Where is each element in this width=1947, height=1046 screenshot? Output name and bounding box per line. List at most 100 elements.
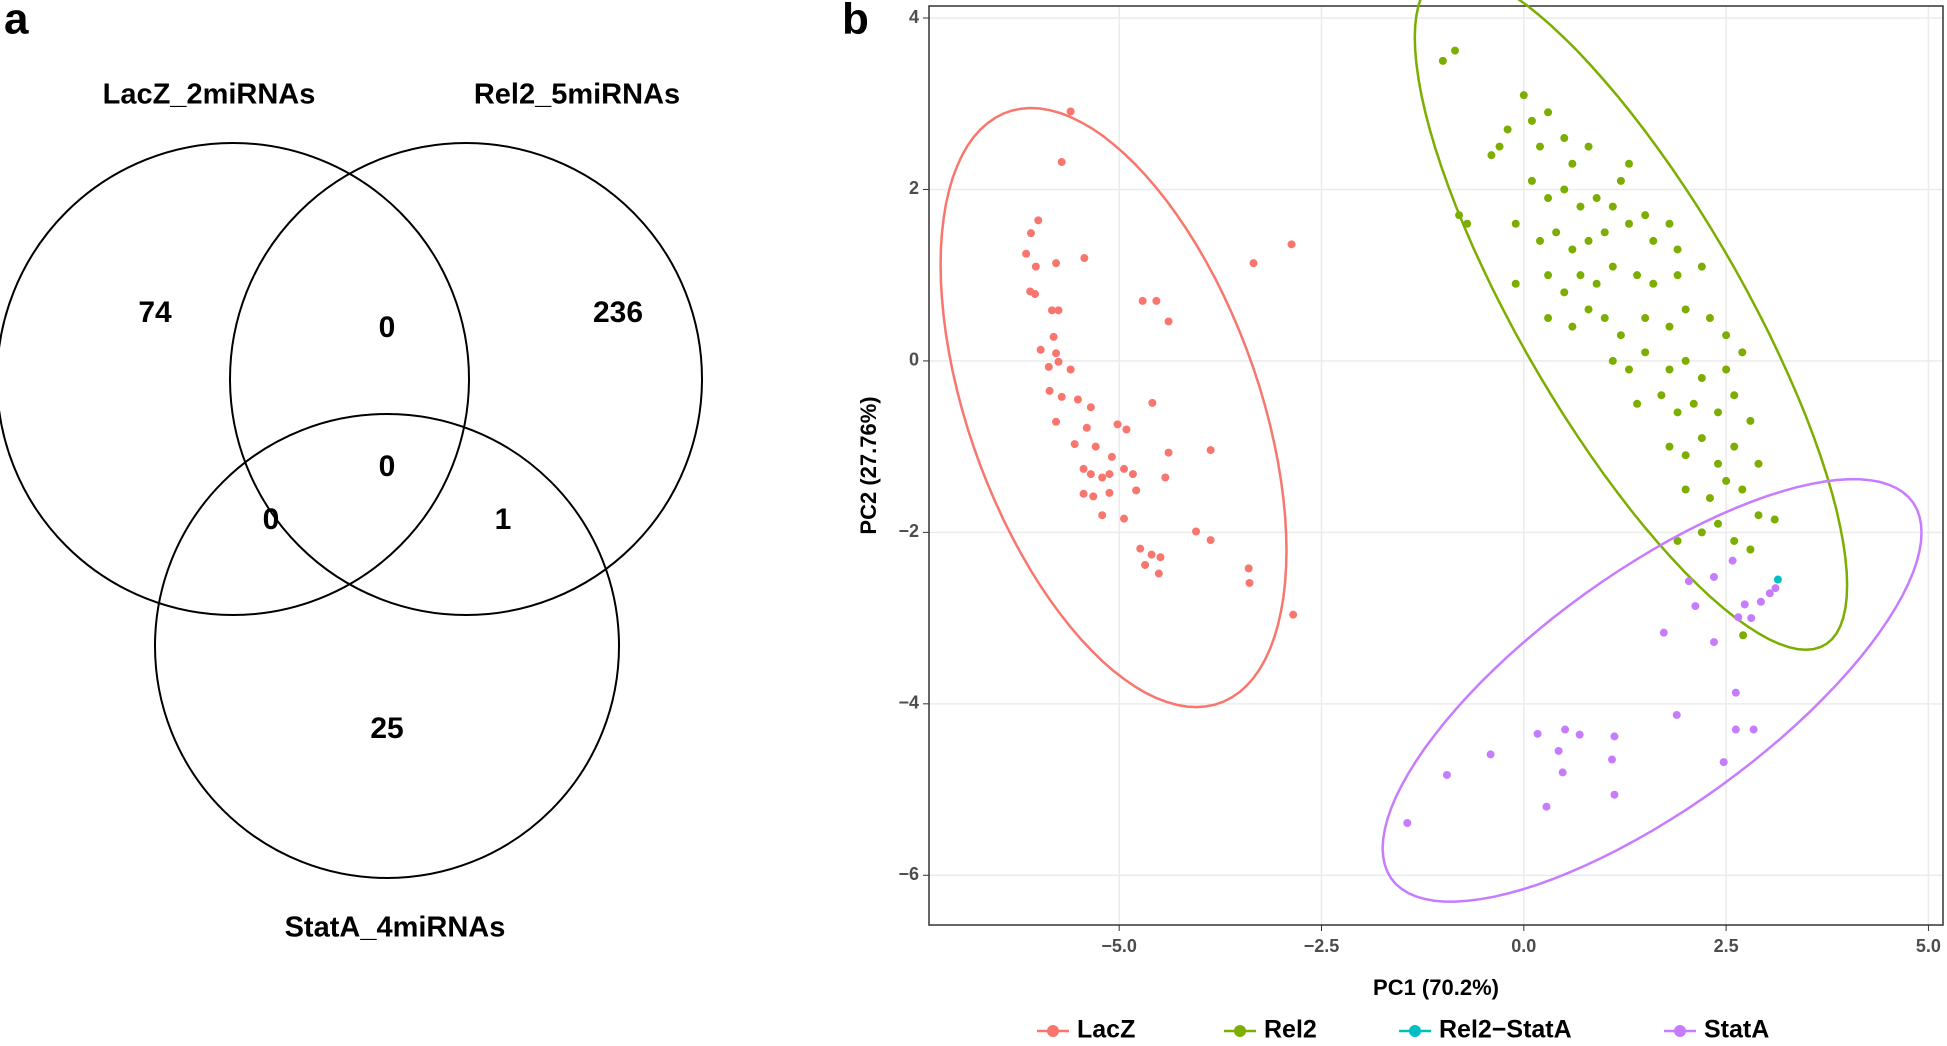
point [1054, 357, 1063, 366]
point [1681, 485, 1690, 494]
point [1026, 229, 1035, 238]
point [1034, 216, 1043, 225]
point [1633, 271, 1642, 280]
point [1673, 536, 1682, 545]
plot-border [928, 5, 1944, 926]
point [1560, 185, 1569, 194]
y-tick-label: 2 [909, 178, 919, 198]
region-count: 236 [593, 296, 643, 329]
point [1120, 464, 1129, 473]
point [1665, 219, 1674, 228]
set-label: StatA_4miRNAs [285, 912, 506, 944]
legend-key [1674, 1025, 1686, 1037]
point [1164, 317, 1173, 326]
point [1558, 768, 1567, 777]
confidence-ellipse [1381, 478, 1923, 903]
set-label: Rel2_5miRNAs [474, 79, 680, 111]
point [1731, 725, 1740, 734]
point [1122, 425, 1131, 434]
point [1600, 314, 1609, 323]
region-count: 0 [379, 450, 396, 483]
point [1673, 271, 1682, 280]
point [1576, 271, 1585, 280]
point [1633, 399, 1642, 408]
point [1665, 365, 1674, 374]
point [1463, 219, 1472, 228]
point [1584, 305, 1593, 314]
point [1665, 322, 1674, 331]
point [1746, 416, 1755, 425]
point [1641, 314, 1650, 323]
point [1608, 356, 1617, 365]
set-circle [0, 142, 470, 616]
point [1719, 758, 1728, 767]
point [1575, 730, 1584, 739]
plot-background [929, 6, 1943, 925]
point [1206, 446, 1215, 455]
point [1113, 420, 1122, 429]
point [1082, 423, 1091, 432]
region-count: 0 [263, 503, 280, 536]
point [1544, 194, 1553, 203]
point [1568, 159, 1577, 168]
point [1503, 125, 1512, 134]
y-tick-label: −2 [898, 521, 919, 541]
point [1161, 473, 1170, 482]
point [1542, 802, 1551, 811]
y-tick-label: −6 [898, 864, 919, 884]
point [1584, 236, 1593, 245]
point [1544, 271, 1553, 280]
point [1625, 365, 1634, 374]
point [1730, 391, 1739, 400]
point [1616, 331, 1625, 340]
point [1722, 476, 1731, 485]
point [1079, 464, 1088, 473]
point [1608, 202, 1617, 211]
point [1066, 365, 1075, 374]
point [1641, 348, 1650, 357]
point [1705, 314, 1714, 323]
point [1045, 386, 1054, 395]
point [1086, 470, 1095, 479]
point [1592, 194, 1601, 203]
point [1705, 494, 1714, 503]
point [1535, 236, 1544, 245]
point [1771, 584, 1780, 593]
point [1438, 56, 1447, 65]
confidence-ellipse [939, 106, 1288, 709]
point [1568, 322, 1577, 331]
panel-label: a [4, 0, 29, 44]
region-count: 0 [379, 311, 396, 344]
region-count: 1 [495, 503, 512, 536]
set-label: LacZ_2miRNAs [103, 79, 316, 111]
point [1697, 262, 1706, 271]
point [1289, 610, 1298, 619]
point [1610, 732, 1619, 741]
point [1057, 392, 1066, 401]
point [1691, 602, 1700, 611]
point [1610, 790, 1619, 799]
point [1714, 459, 1723, 468]
legend-label: Rel2 [1264, 1016, 1317, 1044]
point [1697, 528, 1706, 537]
legend-label: LacZ [1077, 1016, 1135, 1044]
point [1451, 46, 1460, 55]
point [1561, 725, 1570, 734]
point [1287, 240, 1296, 249]
point [1487, 151, 1496, 160]
point [1089, 492, 1098, 501]
point [1054, 306, 1063, 315]
point [1709, 638, 1718, 647]
x-tick-label: 0.0 [1511, 936, 1536, 956]
point [1722, 331, 1731, 340]
point [1148, 398, 1157, 407]
point [1086, 403, 1095, 412]
point [1749, 725, 1758, 734]
point [1128, 470, 1137, 479]
point [1511, 279, 1520, 288]
point [1673, 408, 1682, 417]
point [1527, 176, 1536, 185]
point [1672, 710, 1681, 719]
point [1403, 818, 1412, 827]
point [1681, 356, 1690, 365]
